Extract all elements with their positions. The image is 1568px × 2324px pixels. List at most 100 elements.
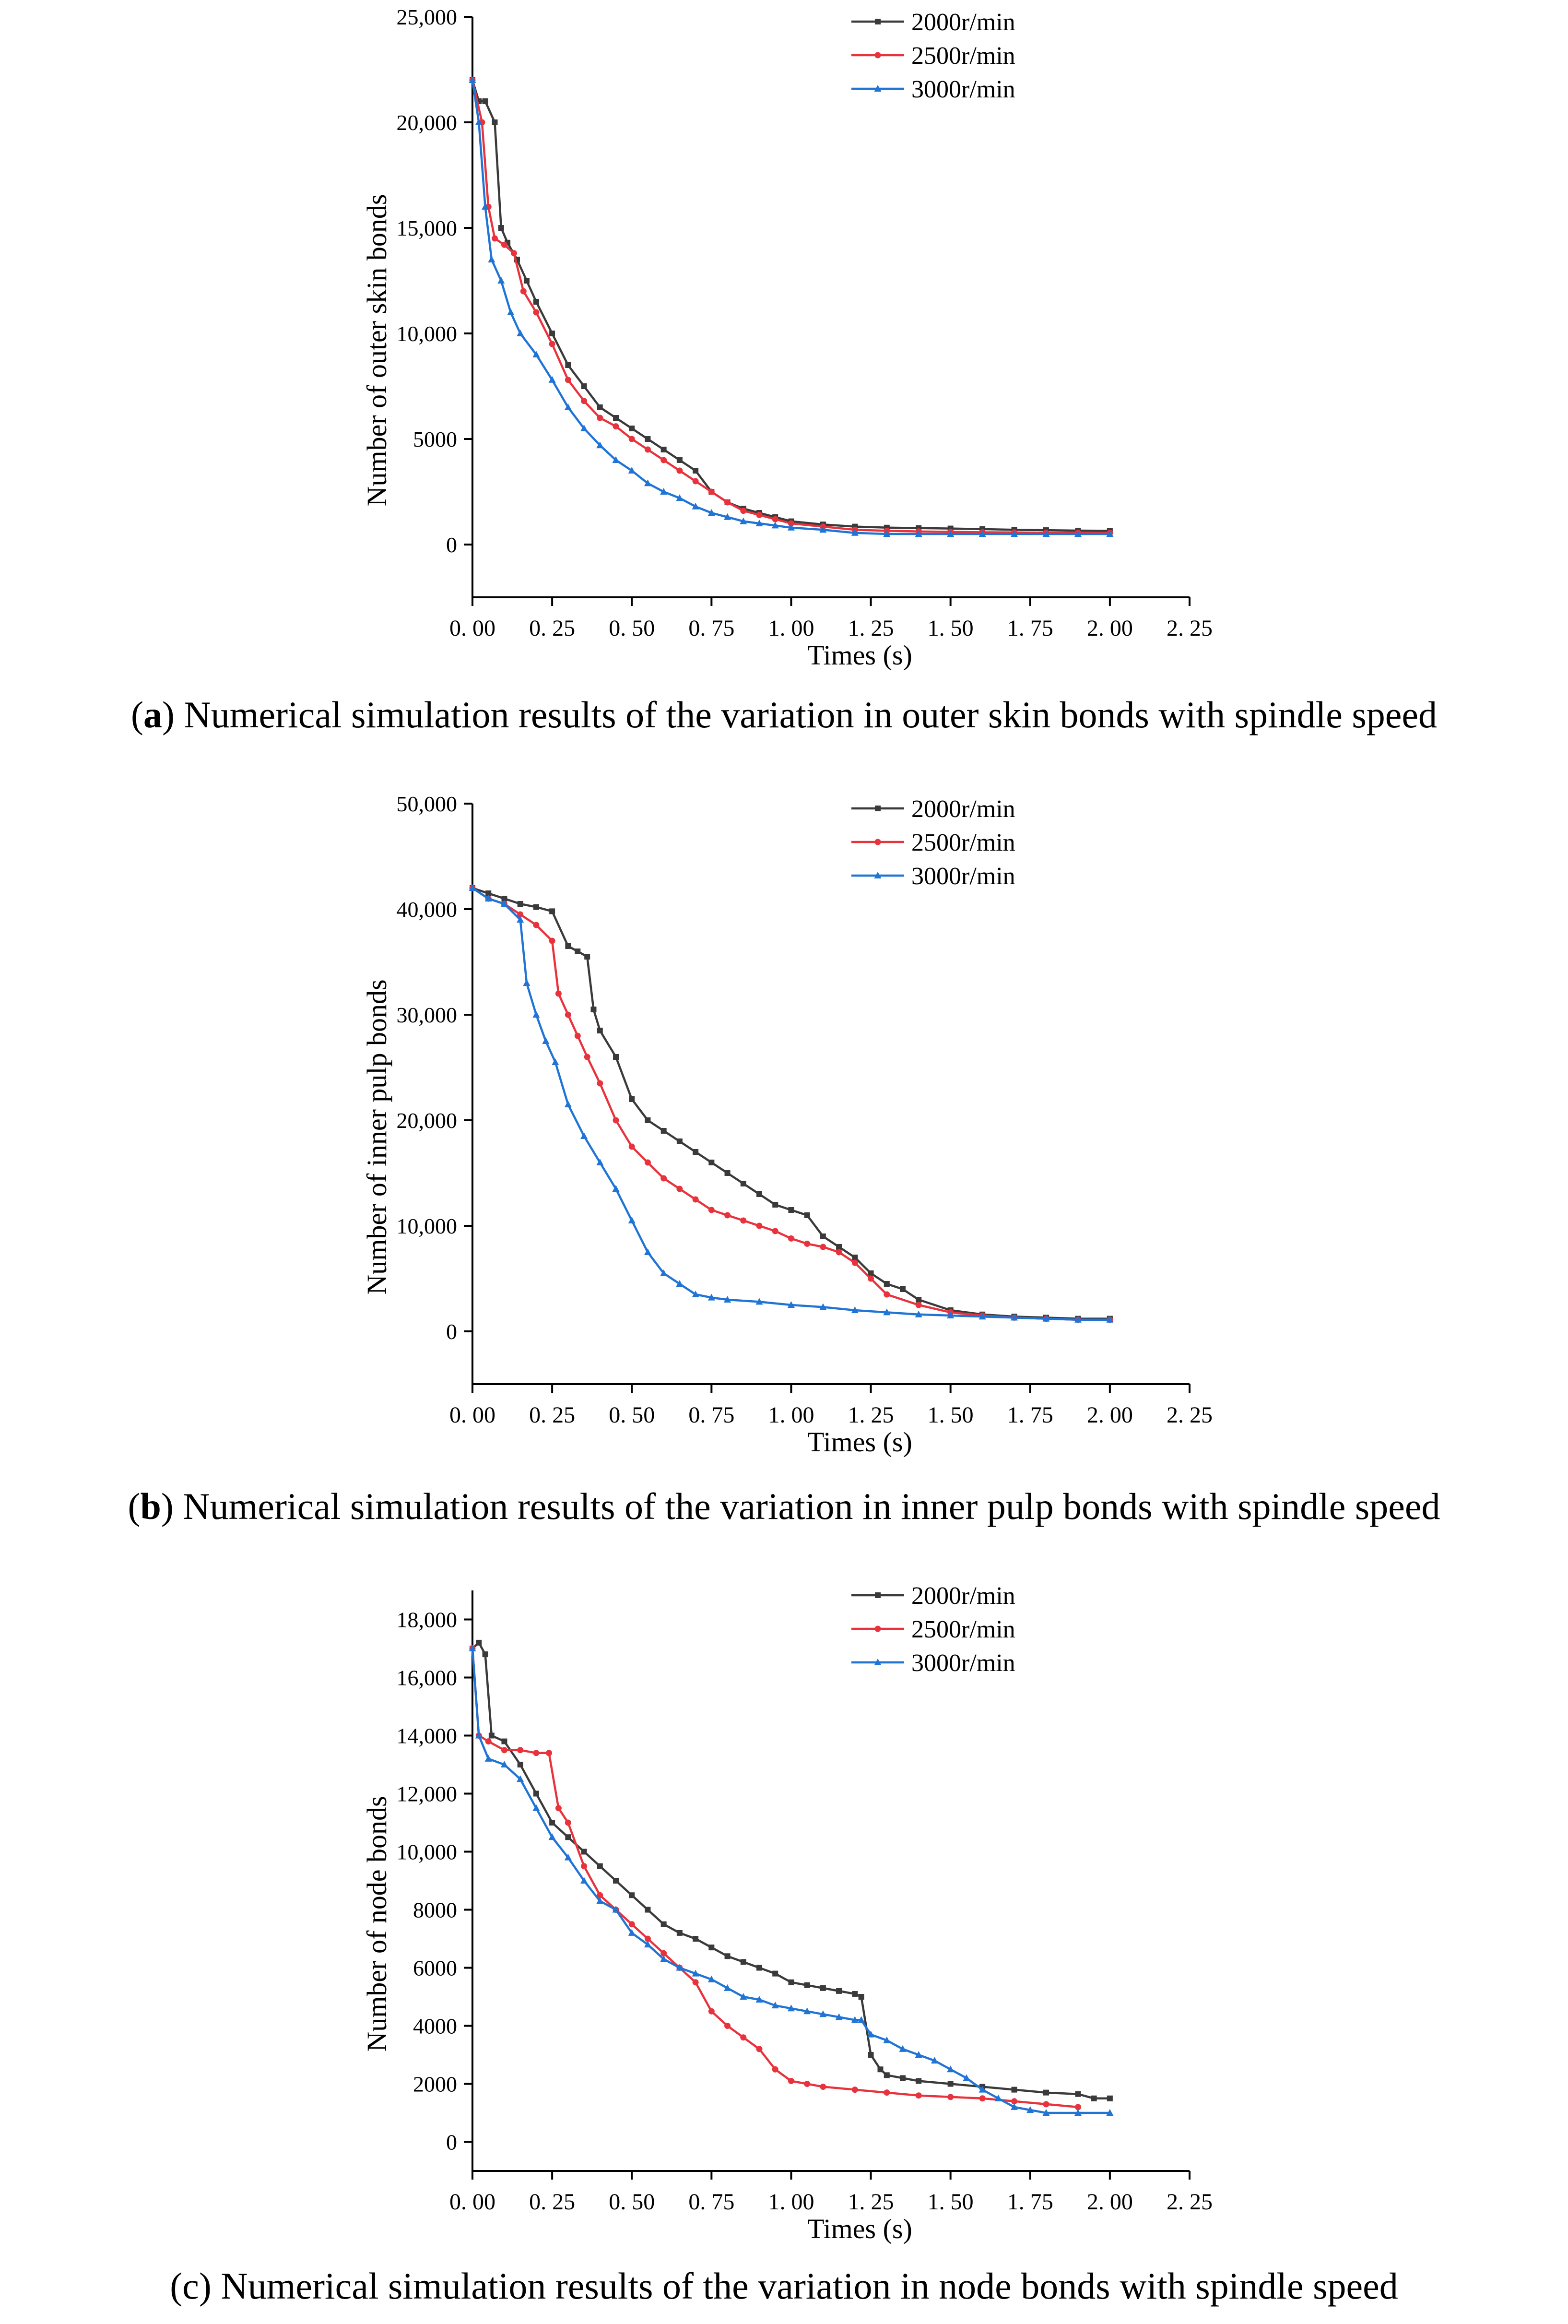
chart-a-data-point	[492, 119, 498, 125]
chart-b-data-point	[484, 895, 492, 901]
chart-a-data-point	[693, 468, 699, 474]
chart-b-data-point	[836, 1244, 842, 1250]
chart-b-x-tick-label: 1. 75	[1007, 1402, 1053, 1428]
chart-c-legend-marker	[874, 1659, 882, 1665]
chart-b-legend-marker	[875, 806, 881, 811]
chart-a-legend-marker	[874, 52, 881, 59]
chart-a-data-point	[581, 398, 588, 404]
chart-b-y-tick-label: 40,000	[397, 897, 458, 922]
chart-c-data-point	[645, 1907, 651, 1913]
chart-c-y-tick-label: 16,000	[397, 1666, 458, 1690]
chart-a-data-point	[708, 488, 715, 495]
chart-a-data-point	[755, 520, 763, 526]
chart-c-data-point	[533, 1790, 539, 1797]
chart-a-data-point	[520, 288, 527, 295]
chart-c-x-tick-label: 2. 25	[1167, 2189, 1213, 2215]
chart-b-series-1	[469, 885, 1113, 1323]
chart-b-data-point	[676, 1280, 684, 1287]
chart-c-data-point	[660, 1950, 667, 1956]
chart-c-legend-item: 2500r/min	[851, 1616, 1015, 1643]
chart-c-data-point	[1043, 2089, 1049, 2096]
chart-b-x-tick-label: 1. 00	[768, 1402, 814, 1428]
chart-c-legend-marker	[874, 1625, 881, 1632]
chart-c-x-tick-label: 2. 00	[1087, 2189, 1133, 2215]
chart-a-data-point	[947, 530, 955, 537]
caption-c: (c) Numerical simulation results of the …	[170, 2265, 1398, 2307]
chart-c-data-point	[488, 1732, 495, 1739]
chart-a-data-point	[851, 529, 859, 536]
chart-b-x-tick-label: 0. 75	[688, 1402, 734, 1428]
chart-b-data-point	[724, 1170, 731, 1176]
chart-c-data-point	[916, 2078, 922, 2084]
chart-a-data-point	[979, 530, 986, 537]
chart-c-data-point	[1011, 2098, 1018, 2105]
chart-c-data-point	[788, 1979, 794, 1985]
chart-c-data-point	[771, 2002, 779, 2009]
chart-b-legend-marker	[874, 872, 882, 878]
chart-c-y-tick-label: 0	[446, 2130, 457, 2155]
chart-c-x-tick-label: 0. 25	[529, 2189, 575, 2215]
chart-c-data-point	[532, 1804, 540, 1811]
chart-b-data-point	[628, 1143, 635, 1150]
chart-b-data-point	[565, 943, 571, 949]
chart-b-data-point	[884, 1291, 890, 1298]
chart-c-data-point	[555, 1805, 562, 1812]
chart-c-data-point	[548, 1833, 556, 1840]
chart-b-data-point	[868, 1270, 874, 1276]
chart-c-data-point	[564, 1853, 572, 1861]
chart-a-data-point	[565, 377, 571, 383]
chart-a-data-point	[756, 511, 763, 518]
chart-b-data-point	[628, 1217, 636, 1223]
chart-a-data-point	[1011, 530, 1018, 537]
chart-a-data-point	[628, 436, 635, 442]
caption-a-letter: a	[143, 694, 162, 735]
chart-a-data-point	[597, 404, 603, 410]
chart-a-x-tick-label: 1. 00	[768, 616, 814, 641]
chart-b-data-point	[580, 1132, 588, 1139]
chart-b-y-tick-label: 50,000	[397, 792, 458, 816]
chart-b-data-point	[915, 1310, 922, 1317]
chart-a-data-point	[510, 250, 517, 257]
chart-a-data-point	[488, 256, 495, 262]
chart-b-legend-label: 3000r/min	[911, 863, 1015, 890]
chart-a-y-tick-label: 15,000	[397, 216, 458, 240]
chart-a-data-point	[915, 530, 922, 537]
chart-a-data-point	[628, 467, 636, 474]
chart-b-data-point	[788, 1235, 794, 1242]
chart-b-legend-item: 2000r/min	[851, 795, 1015, 823]
chart-b-data-point	[517, 911, 524, 918]
chart-c-y-tick-label: 8000	[413, 1898, 457, 1922]
chart-a-data-point	[469, 76, 476, 83]
chart-c-data-point	[628, 1921, 635, 1928]
chart-b-data-point	[485, 890, 492, 896]
chart-c-data-point	[820, 1985, 826, 1991]
chart-b-data-point	[549, 908, 555, 914]
chart-c-data-point	[868, 2052, 874, 2058]
chart-a-data-point	[475, 119, 483, 125]
chart-a-x-tick-label: 2. 25	[1167, 616, 1213, 641]
chart-a-data-point	[564, 403, 572, 410]
chart-a-data-point	[497, 277, 505, 284]
chart-c-data-point	[867, 2030, 875, 2038]
chart-b-data-point	[597, 1080, 603, 1087]
chart-c-data-point	[500, 1761, 508, 1767]
chart-a-data-point	[676, 467, 683, 474]
chart-b-data-point	[724, 1212, 731, 1219]
chart-c-data-point	[676, 1930, 683, 1936]
chart-b-data-point	[517, 916, 524, 923]
chart-b-data-point	[542, 1037, 550, 1044]
chart-c-data-point	[756, 2046, 763, 2052]
chart-a-data-point	[660, 447, 667, 452]
chart-b-legend-label: 2000r/min	[911, 795, 1015, 823]
chart-a-x-tick-label: 0. 25	[529, 616, 575, 641]
chart-a-data-point	[819, 526, 827, 533]
chart-a-x-tick-label: 0. 50	[609, 616, 655, 641]
chart-c-data-point	[963, 2074, 970, 2081]
chart-b-x-tick-label: 1. 25	[848, 1402, 894, 1428]
chart-c-data-point	[915, 2092, 922, 2099]
chart-b-data-point	[629, 1096, 635, 1102]
chart-a-y-tick-label: 0	[446, 533, 457, 557]
chart-c-data-point	[517, 1747, 524, 1754]
chart-c-data-point	[900, 2075, 906, 2081]
chart-a-x-tick-label: 2. 00	[1087, 616, 1133, 641]
